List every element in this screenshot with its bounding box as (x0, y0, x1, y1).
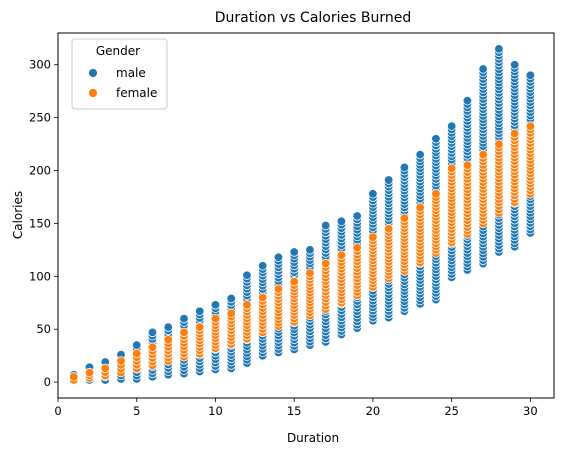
point-female (462, 160, 473, 170)
x-tick-label: 10 (208, 404, 223, 418)
y-tick-label: 100 (29, 269, 51, 283)
point-female (478, 149, 488, 160)
y-tick-label: 0 (44, 375, 51, 389)
point-female (147, 342, 158, 352)
point-male (305, 245, 315, 255)
point-female (289, 276, 299, 287)
point-male (509, 60, 520, 70)
point-female (163, 335, 173, 345)
point-male (446, 121, 457, 131)
legend-title: Gender (96, 44, 140, 58)
legend: Gender male female (71, 38, 168, 110)
x-axis-label: Duration (287, 431, 339, 445)
point-male (320, 220, 331, 231)
x-tick-label: 30 (523, 404, 538, 418)
point-female (383, 224, 394, 234)
point-female (399, 213, 410, 223)
point-female (132, 348, 142, 359)
chart-title: Duration vs Calories Burned (215, 10, 411, 26)
point-male (462, 96, 473, 106)
point-female (195, 322, 205, 332)
point-male (431, 134, 441, 144)
point-female (431, 189, 441, 199)
legend-label-female: female (116, 86, 157, 100)
point-female (446, 163, 457, 174)
x-tick-label: 0 (54, 404, 61, 418)
point-male (179, 313, 189, 324)
y-tick-label: 200 (29, 164, 51, 178)
y-tick-label: 150 (29, 216, 51, 230)
point-female (336, 250, 347, 260)
point-female (509, 128, 520, 139)
x-axis: 0 5 10 15 20 25 30 (54, 398, 538, 418)
point-male (163, 322, 173, 332)
points-layer (69, 44, 536, 385)
legend-label-male: male (116, 66, 146, 80)
point-female (352, 243, 362, 253)
point-male (352, 211, 362, 221)
point-female (368, 232, 378, 242)
point-male (257, 261, 268, 271)
legend-marker-male (88, 68, 98, 78)
y-tick-label: 50 (36, 322, 51, 336)
point-male (494, 44, 504, 54)
x-tick-label: 5 (133, 404, 140, 418)
point-male (478, 64, 488, 74)
point-male (383, 175, 394, 185)
point-female (242, 300, 252, 310)
point-female (179, 327, 189, 338)
y-tick-label: 250 (29, 111, 51, 125)
point-female (69, 372, 79, 382)
point-male (273, 252, 284, 262)
point-male (210, 300, 221, 310)
point-male (226, 293, 236, 304)
point-female (525, 121, 536, 131)
plot-frame (57, 32, 555, 399)
point-female (210, 313, 221, 324)
point-female (100, 363, 110, 374)
point-male (147, 327, 158, 338)
point-female (116, 356, 126, 366)
point-male (399, 162, 410, 173)
point-female (320, 258, 331, 269)
point-female (494, 139, 504, 149)
x-tick-label: 25 (444, 404, 459, 418)
point-male (525, 70, 536, 81)
legend-marker-female (88, 88, 98, 98)
point-male (368, 189, 378, 199)
point-male (289, 247, 299, 257)
point-male (415, 149, 425, 160)
y-axis: 0 50 100 150 200 250 300 (29, 58, 58, 389)
point-female (257, 292, 268, 303)
point-female (305, 268, 315, 278)
point-male (242, 270, 252, 280)
point-female (226, 308, 236, 319)
point-male (336, 216, 347, 227)
point-female (273, 284, 284, 294)
x-tick-label: 20 (366, 404, 381, 418)
y-tick-label: 300 (29, 58, 51, 72)
point-male (195, 306, 205, 316)
y-axis-label: Calories (11, 191, 25, 239)
point-female (84, 367, 95, 378)
x-tick-label: 15 (287, 404, 302, 418)
point-female (415, 202, 425, 213)
point-male (132, 340, 142, 350)
